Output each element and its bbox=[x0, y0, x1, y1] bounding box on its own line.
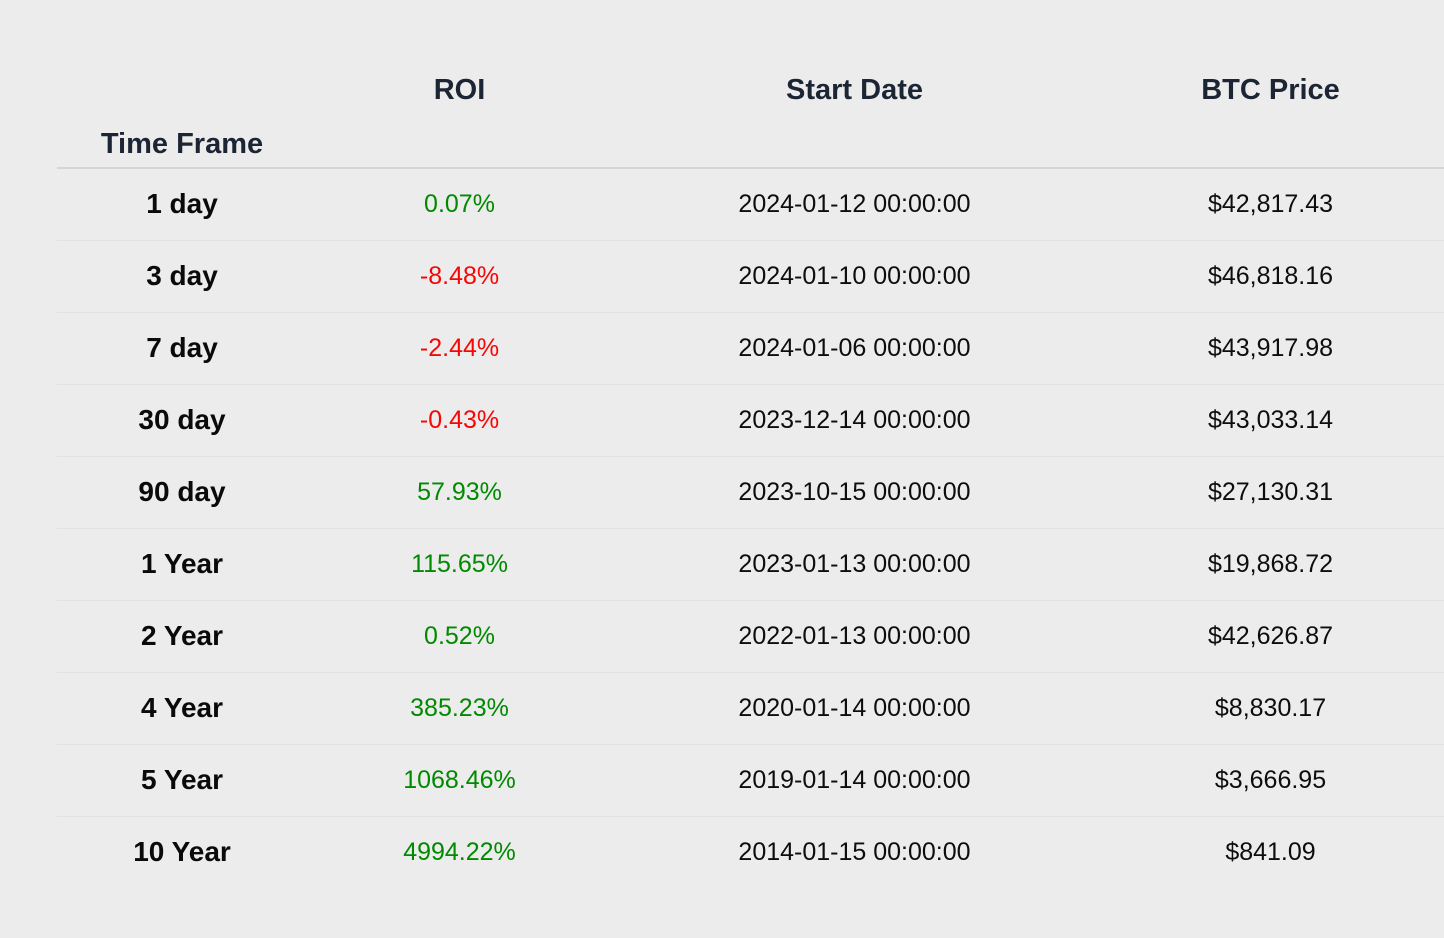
time-frame-cell: 30 day bbox=[57, 383, 307, 456]
btc-price-cell: $19,868.72 bbox=[1097, 527, 1444, 600]
index-header-row: Time Frame bbox=[57, 122, 1444, 169]
btc-price-cell: $43,033.14 bbox=[1097, 383, 1444, 456]
start-date-cell: 2022-01-13 00:00:00 bbox=[612, 599, 1097, 672]
start-date-cell: 2023-10-15 00:00:00 bbox=[612, 455, 1097, 528]
time-frame-cell: 1 day bbox=[146, 188, 218, 220]
roi-cell: -0.43% bbox=[307, 383, 612, 456]
table-row: 7 day -2.44% 2024-01-06 00:00:00 $43,917… bbox=[57, 311, 1444, 384]
time-frame-cell: 10 Year bbox=[57, 815, 307, 888]
table-row: 1 Year 115.65% 2023-01-13 00:00:00 $19,8… bbox=[57, 527, 1444, 600]
time-frame-cell: 5 Year bbox=[57, 743, 307, 816]
start-date-cell: 2019-01-14 00:00:00 bbox=[612, 743, 1097, 816]
roi-cell: 0.07% bbox=[424, 189, 495, 218]
roi-cell: 4994.22% bbox=[307, 815, 612, 888]
start-date-cell: 2023-01-13 00:00:00 bbox=[612, 527, 1097, 600]
table-body: 1 day 0.07% 2024-01-12 00:00:00 $42,817.… bbox=[57, 168, 1444, 888]
btc-price-cell: $27,130.31 bbox=[1097, 455, 1444, 528]
column-header-btc-price: BTC Price bbox=[1201, 73, 1340, 106]
start-date-cell: 2024-01-06 00:00:00 bbox=[612, 311, 1097, 384]
column-header-roi: ROI bbox=[433, 73, 486, 106]
time-frame-cell: 3 day bbox=[57, 239, 307, 312]
table-row: 3 day -8.48% 2024-01-10 00:00:00 $46,818… bbox=[57, 239, 1444, 312]
table-row: 30 day -0.43% 2023-12-14 00:00:00 $43,03… bbox=[57, 383, 1444, 456]
start-date-cell: 2023-12-14 00:00:00 bbox=[612, 383, 1097, 456]
time-frame-cell: 7 day bbox=[57, 311, 307, 384]
blank-header-cell bbox=[612, 122, 1097, 169]
btc-price-cell: $42,626.87 bbox=[1097, 599, 1444, 672]
start-date-cell: 2020-01-14 00:00:00 bbox=[612, 671, 1097, 744]
btc-price-cell: $46,818.16 bbox=[1097, 239, 1444, 312]
time-frame-cell: 4 Year bbox=[57, 671, 307, 744]
table-row: 90 day 57.93% 2023-10-15 00:00:00 $27,13… bbox=[57, 455, 1444, 528]
btc-price-cell: $3,666.95 bbox=[1097, 743, 1444, 816]
roi-cell: 385.23% bbox=[307, 671, 612, 744]
btc-roi-page: ROI Start Date BTC Price Time Frame 1 da… bbox=[0, 58, 1444, 938]
roi-cell: 57.93% bbox=[307, 455, 612, 528]
time-frame-cell: 2 Year bbox=[57, 599, 307, 672]
table-row: 2 Year 0.52% 2022-01-13 00:00:00 $42,626… bbox=[57, 599, 1444, 672]
roi-cell: -8.48% bbox=[307, 239, 612, 312]
time-frame-cell: 90 day bbox=[57, 455, 307, 528]
roi-cell: 115.65% bbox=[307, 527, 612, 600]
table-row: 5 Year 1068.46% 2019-01-14 00:00:00 $3,6… bbox=[57, 743, 1444, 816]
start-date-cell: 2014-01-15 00:00:00 bbox=[612, 815, 1097, 888]
btc-price-cell: $8,830.17 bbox=[1097, 671, 1444, 744]
index-header-time-frame: Time Frame bbox=[57, 122, 307, 169]
column-header-start-date: Start Date bbox=[786, 73, 923, 106]
table-row: 4 Year 385.23% 2020-01-14 00:00:00 $8,83… bbox=[57, 671, 1444, 744]
btc-roi-table: ROI Start Date BTC Price Time Frame 1 da… bbox=[57, 58, 1444, 888]
start-date-cell: 2024-01-12 00:00:00 bbox=[738, 189, 971, 218]
blank-header-cell bbox=[57, 58, 307, 122]
blank-header-cell bbox=[307, 122, 612, 169]
btc-price-cell: $42,817.43 bbox=[1207, 189, 1334, 218]
table-row: 10 Year 4994.22% 2014-01-15 00:00:00 $84… bbox=[57, 815, 1444, 888]
blank-header-cell bbox=[1097, 122, 1444, 169]
roi-cell: -2.44% bbox=[307, 311, 612, 384]
time-frame-cell: 1 Year bbox=[57, 527, 307, 600]
table-header: ROI Start Date BTC Price Time Frame bbox=[57, 58, 1444, 169]
start-date-cell: 2024-01-10 00:00:00 bbox=[612, 239, 1097, 312]
roi-cell: 0.52% bbox=[307, 599, 612, 672]
table-row: 1 day 0.07% 2024-01-12 00:00:00 $42,817.… bbox=[57, 168, 1444, 240]
btc-price-cell: $43,917.98 bbox=[1097, 311, 1444, 384]
btc-price-cell: $841.09 bbox=[1097, 815, 1444, 888]
roi-cell: 1068.46% bbox=[307, 743, 612, 816]
column-header-row: ROI Start Date BTC Price bbox=[57, 58, 1444, 122]
